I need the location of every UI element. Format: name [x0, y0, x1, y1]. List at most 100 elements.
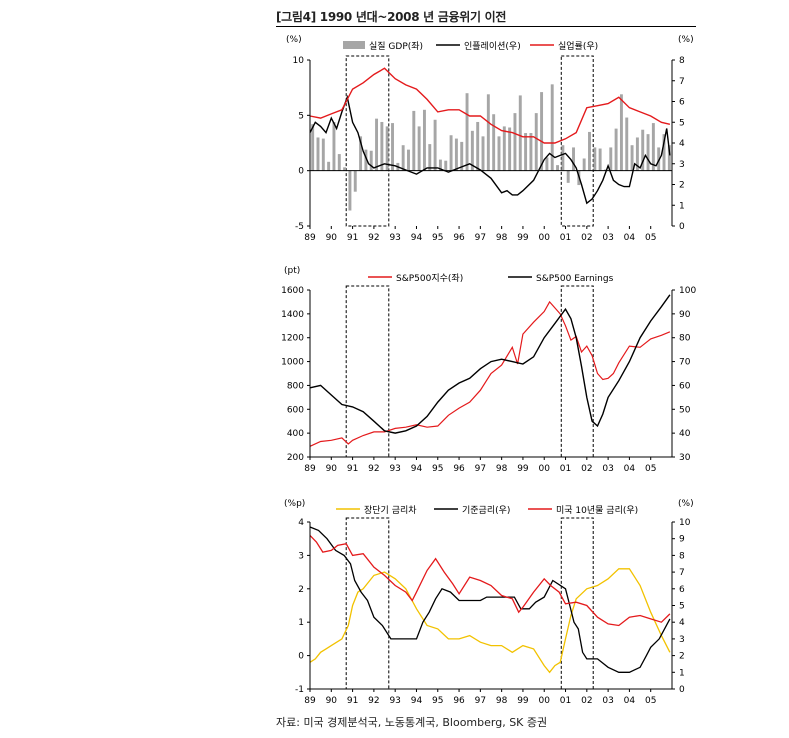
gdp-bar: [311, 124, 315, 171]
gdp-bar: [417, 126, 421, 171]
recession-box: [345, 55, 390, 227]
x-tick-label: 99: [517, 464, 529, 474]
recession-shading-layer: [345, 55, 594, 690]
x-tick-label: 96: [453, 464, 465, 474]
x-tick-label: 05: [645, 233, 656, 243]
term-spread-line: [309, 568, 671, 674]
gdp-bar: [391, 123, 394, 171]
gdp-bar: [662, 134, 666, 171]
x-tick-label: 95: [432, 464, 443, 474]
y-tick-label-right: 80: [679, 334, 691, 344]
y-tick-label-left: -5: [295, 222, 304, 232]
panel2-axes: 200 400 600 800 1000 1200 1400 1600 30 40 50 60 70 80…: [281, 286, 696, 474]
gdp-bar: [540, 92, 544, 171]
y-tick-label-right: 100: [679, 286, 696, 296]
gdp-bar: [566, 170, 570, 183]
x-tick-label: 05: [645, 464, 656, 474]
gdp-bar: [486, 94, 490, 171]
y-tick-label-left: 800: [287, 381, 304, 391]
x-tick-label: 96: [453, 696, 465, 706]
gdp-bar: [646, 134, 650, 171]
gdp-bar: [492, 114, 496, 171]
y-tick-label-right: 7: [679, 568, 685, 578]
x-tick-label: 01: [560, 233, 571, 243]
gdp-bar: [593, 147, 597, 171]
gdp-bar: [630, 145, 634, 171]
gdp-bar: [603, 169, 607, 171]
y-tick-label-left: 5: [298, 111, 304, 121]
x-tick-label: 02: [581, 233, 592, 243]
y-tick-label-left: 200: [287, 453, 304, 463]
y-tick-label-right: 6: [679, 585, 685, 595]
y-tick-label-right: 8: [679, 551, 685, 561]
y-tick-label-left: 3: [298, 551, 304, 561]
gdp-bar: [619, 94, 623, 171]
gdp-bar: [332, 121, 336, 171]
gdp-bar: [343, 167, 347, 171]
y-tick-label-right: 4: [679, 618, 685, 628]
gdp-bar: [433, 119, 437, 171]
x-tick-label: 92: [368, 233, 379, 243]
gdp-bar: [651, 123, 655, 171]
x-tick-label: 99: [517, 233, 529, 243]
x-tick-label: 00: [539, 464, 551, 474]
legend-label-inflation: 인플레이션(우): [464, 41, 521, 52]
y-tick-label-right: 2: [679, 652, 685, 662]
gdp-bar: [364, 149, 368, 171]
x-tick-label: 05: [645, 696, 656, 706]
gdp-bar: [529, 133, 533, 171]
gdp-bar: [609, 147, 613, 171]
panel2-left-unit: (pt): [284, 266, 300, 276]
y-tick-label-right: 5: [679, 602, 685, 612]
gdp-bar: [534, 113, 538, 171]
x-tick-label: 01: [560, 696, 571, 706]
y-tick-label-right: 30: [679, 453, 691, 463]
x-tick-label: 95: [432, 233, 443, 243]
gdp-bar: [561, 145, 565, 171]
gdp-bar: [481, 136, 485, 171]
x-tick-label: 89: [304, 696, 316, 706]
x-tick-label: 04: [624, 233, 636, 243]
panel1-right-unit: (%): [678, 35, 694, 45]
legend-label-unemployment: 실업률(우): [558, 41, 598, 52]
y-tick-label-right: 70: [679, 358, 691, 368]
y-tick-label-right: 1: [679, 201, 685, 211]
x-tick-label: 02: [581, 696, 592, 706]
y-tick-label-left: 400: [287, 429, 304, 439]
policy-rate-line: [309, 526, 671, 673]
recession-box: [560, 517, 594, 690]
gdp-bar: [598, 148, 602, 171]
gdp-bar: [641, 129, 645, 171]
y-tick-label-right: 0: [679, 685, 685, 695]
gdp-bar: [401, 145, 405, 171]
gdp-bar: [614, 128, 618, 171]
gdp-bar: [327, 161, 331, 171]
gdp-bar: [513, 113, 517, 171]
gdp-bar: [667, 145, 671, 171]
x-tick-label: 97: [475, 233, 486, 243]
x-tick-label: 98: [496, 696, 508, 706]
panel1-left-unit: (%): [286, 35, 302, 45]
y-tick-label-right: 50: [679, 405, 691, 415]
gdp-bar: [582, 158, 586, 171]
recession-box: [560, 285, 594, 458]
x-tick-label: 89: [304, 464, 316, 474]
gdp-bar: [444, 160, 448, 171]
x-tick-label: 00: [539, 696, 551, 706]
y-tick-label-left: 0: [298, 652, 304, 662]
gdp-bar: [375, 118, 379, 171]
x-tick-label: 94: [411, 464, 423, 474]
y-tick-label-right: 0: [679, 222, 685, 232]
legend-label-spread: 장단기 금리차: [364, 504, 417, 516]
x-tick-label: 89: [304, 233, 316, 243]
gdp-bar: [502, 126, 506, 171]
x-tick-label: 93: [389, 696, 400, 706]
legend-label-sp500: S&P500지수(좌): [396, 273, 463, 284]
unemployment-line: [309, 67, 671, 144]
x-tick-label: 03: [602, 233, 613, 243]
gdp-bar: [572, 147, 575, 171]
